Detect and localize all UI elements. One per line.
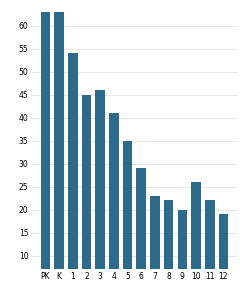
- Bar: [109, 113, 119, 296]
- Bar: [123, 141, 132, 296]
- Bar: [82, 95, 91, 296]
- Bar: [178, 210, 187, 296]
- Bar: [164, 200, 174, 296]
- Bar: [150, 196, 160, 296]
- Bar: [41, 12, 50, 296]
- Bar: [219, 214, 228, 296]
- Bar: [54, 12, 64, 296]
- Bar: [68, 54, 78, 296]
- Bar: [191, 182, 201, 296]
- Bar: [137, 168, 146, 296]
- Bar: [95, 90, 105, 296]
- Bar: [205, 200, 215, 296]
